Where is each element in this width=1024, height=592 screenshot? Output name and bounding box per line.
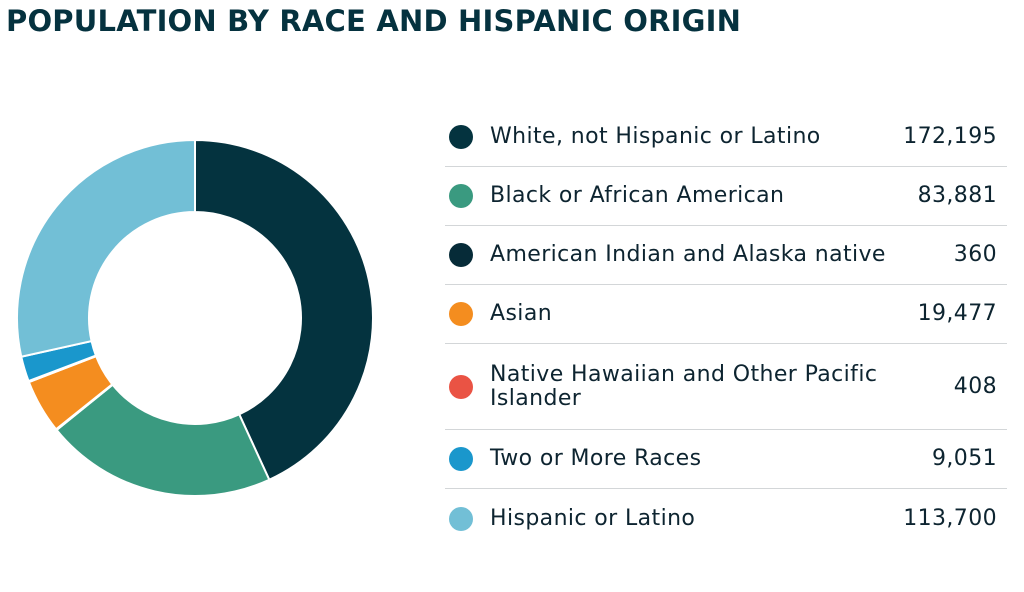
- legend-value: 172,195: [903, 124, 997, 149]
- legend-item-asian: Asian 19,477: [445, 285, 1007, 344]
- legend-swatch: [449, 374, 473, 399]
- legend-swatch: [449, 302, 473, 326]
- legend-swatch: [449, 243, 473, 267]
- legend-item-hispanic: Hispanic or Latino 113,700: [445, 489, 1007, 548]
- legend-label: Black or African American: [490, 183, 785, 208]
- donut-slice-6: [16, 138, 196, 358]
- legend-label: Two or More Races: [490, 446, 702, 471]
- legend: White, not Hispanic or Latino 172,195 Bl…: [445, 108, 1007, 548]
- legend-label: Asian: [490, 301, 553, 326]
- legend-item-white: White, not Hispanic or Latino 172,195: [445, 108, 1007, 167]
- legend-label: White, not Hispanic or Latino: [490, 124, 821, 149]
- legend-label: Hispanic or Latino: [490, 505, 696, 531]
- legend-value: 360: [953, 242, 997, 267]
- legend-value: 113,700: [903, 505, 997, 531]
- legend-swatch: [449, 184, 473, 208]
- legend-value: 408: [953, 373, 997, 399]
- donut-slice-0: [194, 138, 374, 482]
- legend-value: 9,051: [932, 446, 997, 471]
- legend-label: Native Hawaiian and Other Pacific Island…: [490, 361, 878, 411]
- legend-swatch: [449, 447, 473, 471]
- legend-item-two-or-more: Two or More Races 9,051: [445, 430, 1007, 489]
- donut-slice-1: [55, 383, 271, 497]
- legend-item-native-hawaiian: Native Hawaiian and Other Pacific Island…: [445, 344, 1007, 430]
- legend-label: American Indian and Alaska native: [490, 242, 886, 267]
- legend-value: 19,477: [917, 301, 997, 326]
- legend-swatch: [449, 125, 473, 149]
- chart-title: POPULATION BY RACE AND HISPANIC ORIGIN: [6, 4, 742, 38]
- legend-item-black: Black or African American 83,881: [445, 167, 1007, 226]
- legend-swatch: [449, 506, 473, 531]
- legend-value: 83,881: [917, 183, 997, 208]
- legend-item-american-indian: American Indian and Alaska native 360: [445, 226, 1007, 285]
- donut-chart: [16, 138, 374, 497]
